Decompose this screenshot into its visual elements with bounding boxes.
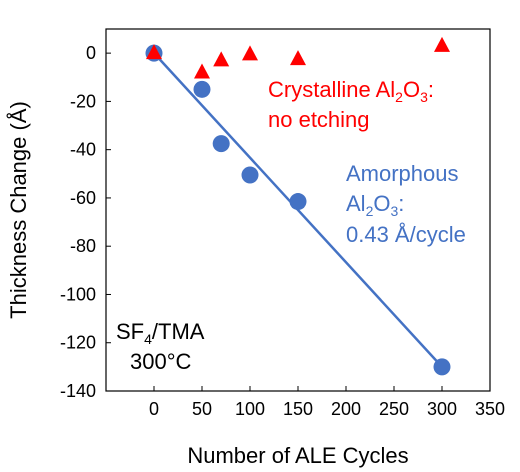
x-tick-label: 100 xyxy=(235,399,265,419)
amorphous-point xyxy=(433,358,451,376)
y-tick-label: -40 xyxy=(70,140,96,160)
crystalline-point xyxy=(290,50,306,66)
crystalline-point xyxy=(146,44,162,60)
y-tick-label: -80 xyxy=(70,236,96,256)
condition-annotation-line1: SF4/TMA xyxy=(116,319,205,347)
crystalline-annotation-line1: Crystalline Al2O3: xyxy=(268,77,434,105)
x-tick-label: 250 xyxy=(379,399,409,419)
amorphous-annotation-line1: Amorphous xyxy=(346,161,459,186)
x-tick-label: 150 xyxy=(283,399,313,419)
y-axis-title: Thickness Change (Å) xyxy=(6,101,31,319)
y-tick-label: -100 xyxy=(60,284,96,304)
y-tick-label: -120 xyxy=(60,333,96,353)
x-axis-title: Number of ALE Cycles xyxy=(187,443,408,468)
crystalline-point xyxy=(213,51,230,67)
y-tick-label: -60 xyxy=(70,188,96,208)
amorphous-annotation-line2: Al2O3: xyxy=(346,191,404,219)
crystalline-point xyxy=(434,36,450,52)
amorphous-annotation-line3: 0.43 Å/cycle xyxy=(346,222,466,247)
amorphous-point xyxy=(289,193,307,211)
crystalline-annotation-line2: no etching xyxy=(268,107,370,132)
x-tick-label: 350 xyxy=(475,399,505,419)
crystalline-point xyxy=(242,45,258,61)
data-points xyxy=(145,36,451,376)
y-tick-label: -20 xyxy=(70,91,96,111)
x-tick-label: 50 xyxy=(192,399,212,419)
amorphous-point xyxy=(241,166,259,184)
x-tick-label: 200 xyxy=(331,399,361,419)
condition-annotation-line2: 300°C xyxy=(130,349,192,374)
amorphous-point xyxy=(193,80,211,98)
x-tick-label: 0 xyxy=(149,399,159,419)
crystalline-point xyxy=(194,63,210,79)
y-tick-label: 0 xyxy=(86,43,96,63)
x-axis-ticks: 0 50 100 150 200 250 300 350 xyxy=(149,386,505,419)
y-tick-label: -140 xyxy=(60,381,96,401)
amorphous-point xyxy=(212,135,230,153)
y-axis-ticks: 0 -20 -40 -60 -80 -100 -120 -140 xyxy=(60,43,111,401)
x-tick-label: 300 xyxy=(427,399,457,419)
